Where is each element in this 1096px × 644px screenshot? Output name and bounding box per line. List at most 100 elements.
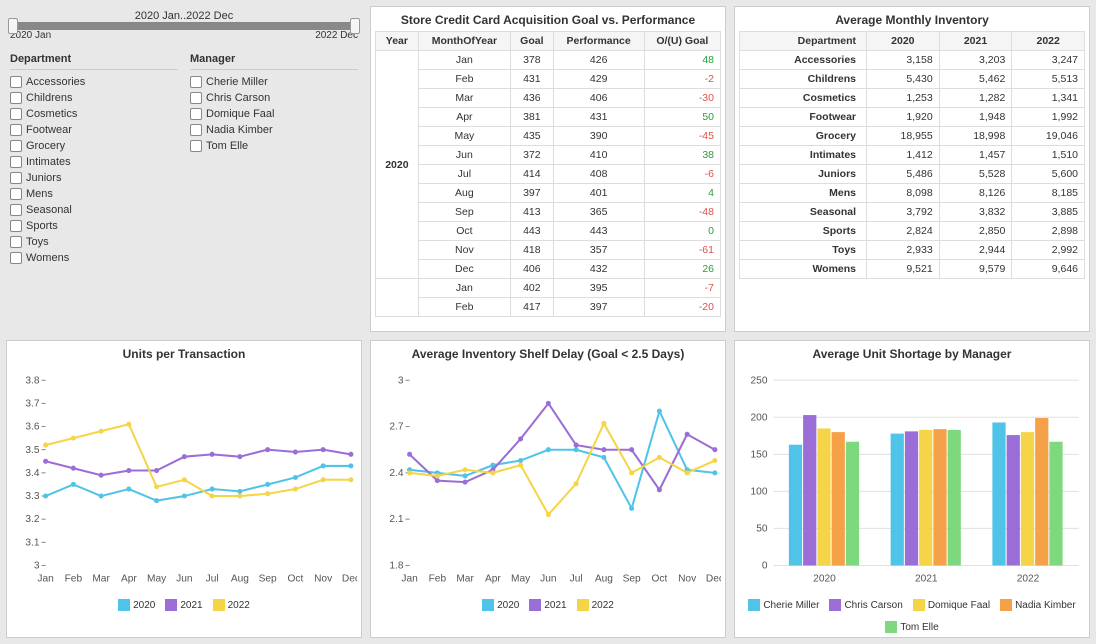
svg-text:3.1: 3.1 xyxy=(25,537,39,548)
svg-text:Sep: Sep xyxy=(259,574,277,585)
table-header[interactable]: Performance xyxy=(553,32,644,51)
shortage-chart[interactable]: 050100150200250202020212022 xyxy=(739,365,1085,597)
svg-text:3: 3 xyxy=(398,375,404,386)
shortage-legend: Cherie Miller Chris Carson Domique Faal Nad… xyxy=(739,597,1085,633)
department-checkbox[interactable]: Seasonal xyxy=(10,202,178,218)
legend-swatch xyxy=(118,599,130,611)
legend-item[interactable]: Domique Faal xyxy=(913,599,990,611)
legend-label: Domique Faal xyxy=(928,600,990,611)
svg-text:Mar: Mar xyxy=(92,574,110,585)
manager-checkbox[interactable]: Chris Carson xyxy=(190,90,358,106)
checkbox-label: Intimates xyxy=(26,156,71,168)
svg-text:Jul: Jul xyxy=(206,574,219,585)
legend-swatch xyxy=(213,599,225,611)
shelf-chart[interactable]: 1.82.12.42.73JanFebMarAprMayJunJulAugSep… xyxy=(375,365,721,597)
checkbox-icon xyxy=(190,140,202,152)
svg-text:3: 3 xyxy=(34,561,40,572)
department-checkbox[interactable]: Juniors xyxy=(10,170,178,186)
checkbox-icon xyxy=(10,124,22,136)
table-header[interactable]: Year xyxy=(376,32,419,51)
table-header[interactable]: 2020 xyxy=(867,32,940,51)
legend-label: 2020 xyxy=(497,600,519,611)
legend-label: Cherie Miller xyxy=(763,600,819,611)
svg-text:2022: 2022 xyxy=(1017,574,1040,585)
table-row: Juniors5,4865,5285,600 xyxy=(740,165,1085,184)
svg-text:2021: 2021 xyxy=(915,574,938,585)
legend-swatch xyxy=(482,599,494,611)
checkbox-label: Womens xyxy=(26,252,69,264)
checkbox-icon xyxy=(10,140,22,152)
upt-title: Units per Transaction xyxy=(11,345,357,365)
legend-swatch xyxy=(1000,599,1012,611)
department-checkbox[interactable]: Cosmetics xyxy=(10,106,178,122)
department-checkbox[interactable]: Toys xyxy=(10,234,178,250)
department-checkbox[interactable]: Childrens xyxy=(10,90,178,106)
checkbox-label: Grocery xyxy=(26,140,65,152)
checkbox-label: Tom Elle xyxy=(206,140,248,152)
manager-checkbox[interactable]: Cherie Miller xyxy=(190,74,358,90)
checkbox-label: Childrens xyxy=(26,92,72,104)
checkbox-icon xyxy=(10,220,22,232)
department-checkbox[interactable]: Sports xyxy=(10,218,178,234)
department-checkbox[interactable]: Grocery xyxy=(10,138,178,154)
table-row: Mar436406-30 xyxy=(376,89,721,108)
table-row: Childrens5,4305,4625,513 xyxy=(740,70,1085,89)
table-row: Grocery18,95518,99819,046 xyxy=(740,127,1085,146)
legend-label: Tom Elle xyxy=(900,622,938,633)
table-header[interactable]: 2022 xyxy=(1012,32,1085,51)
table-row: Feb417397-20 xyxy=(376,298,721,317)
svg-text:Feb: Feb xyxy=(65,574,83,585)
department-checkbox[interactable]: Womens xyxy=(10,250,178,266)
svg-text:Sep: Sep xyxy=(623,574,641,585)
table-row: May435390-45 xyxy=(376,127,721,146)
legend-swatch xyxy=(885,621,897,633)
legend-item[interactable]: Tom Elle xyxy=(885,621,938,633)
legend-label: Nadia Kimber xyxy=(1015,600,1076,611)
upt-panel: Units per Transaction 33.13.23.33.43.53.… xyxy=(6,340,362,638)
manager-checkbox[interactable]: Domique Faal xyxy=(190,106,358,122)
legend-item[interactable]: 2021 xyxy=(165,599,202,611)
year-cell: 2020 xyxy=(376,51,419,279)
checkbox-icon xyxy=(10,76,22,88)
manager-checkbox[interactable]: Nadia Kimber xyxy=(190,122,358,138)
legend-item[interactable]: 2022 xyxy=(213,599,250,611)
svg-text:2.1: 2.1 xyxy=(389,514,403,525)
table-header[interactable]: 2021 xyxy=(939,32,1012,51)
svg-text:2.4: 2.4 xyxy=(389,468,403,479)
legend-item[interactable]: Chris Carson xyxy=(829,599,902,611)
manager-filter-title: Manager xyxy=(190,49,358,70)
svg-text:3.8: 3.8 xyxy=(25,375,39,386)
svg-text:Jan: Jan xyxy=(401,574,417,585)
legend-item[interactable]: 2020 xyxy=(118,599,155,611)
table-row: Sep413365-48 xyxy=(376,203,721,222)
table-header[interactable]: Department xyxy=(740,32,867,51)
department-checkbox[interactable]: Intimates xyxy=(10,154,178,170)
svg-text:Jul: Jul xyxy=(570,574,583,585)
department-checkbox[interactable]: Footwear xyxy=(10,122,178,138)
legend-item[interactable]: Nadia Kimber xyxy=(1000,599,1076,611)
legend-swatch xyxy=(913,599,925,611)
department-checkbox[interactable]: Accessories xyxy=(10,74,178,90)
date-range-slider[interactable] xyxy=(10,22,358,30)
checkbox-icon xyxy=(10,236,22,248)
legend-item[interactable]: 2020 xyxy=(482,599,519,611)
table-row: Dec40643226 xyxy=(376,260,721,279)
legend-item[interactable]: 2021 xyxy=(529,599,566,611)
checkbox-label: Chris Carson xyxy=(206,92,270,104)
manager-checkbox[interactable]: Tom Elle xyxy=(190,138,358,154)
department-filter: Department AccessoriesChildrensCosmetics… xyxy=(10,49,178,266)
upt-chart[interactable]: 33.13.23.33.43.53.63.73.8JanFebMarAprMay… xyxy=(11,365,357,597)
checkbox-icon xyxy=(190,92,202,104)
svg-text:0: 0 xyxy=(762,561,768,572)
legend-item[interactable]: 2022 xyxy=(577,599,614,611)
department-checkbox[interactable]: Mens xyxy=(10,186,178,202)
legend-label: 2021 xyxy=(544,600,566,611)
table-header[interactable]: Goal xyxy=(510,32,553,51)
table-header[interactable]: O/(U) Goal xyxy=(644,32,720,51)
svg-text:Jan: Jan xyxy=(37,574,53,585)
svg-text:3.4: 3.4 xyxy=(25,468,39,479)
legend-item[interactable]: Cherie Miller xyxy=(748,599,819,611)
svg-text:3.2: 3.2 xyxy=(25,514,39,525)
table-header[interactable]: MonthOfYear xyxy=(418,32,510,51)
table-row: Aug3974014 xyxy=(376,184,721,203)
